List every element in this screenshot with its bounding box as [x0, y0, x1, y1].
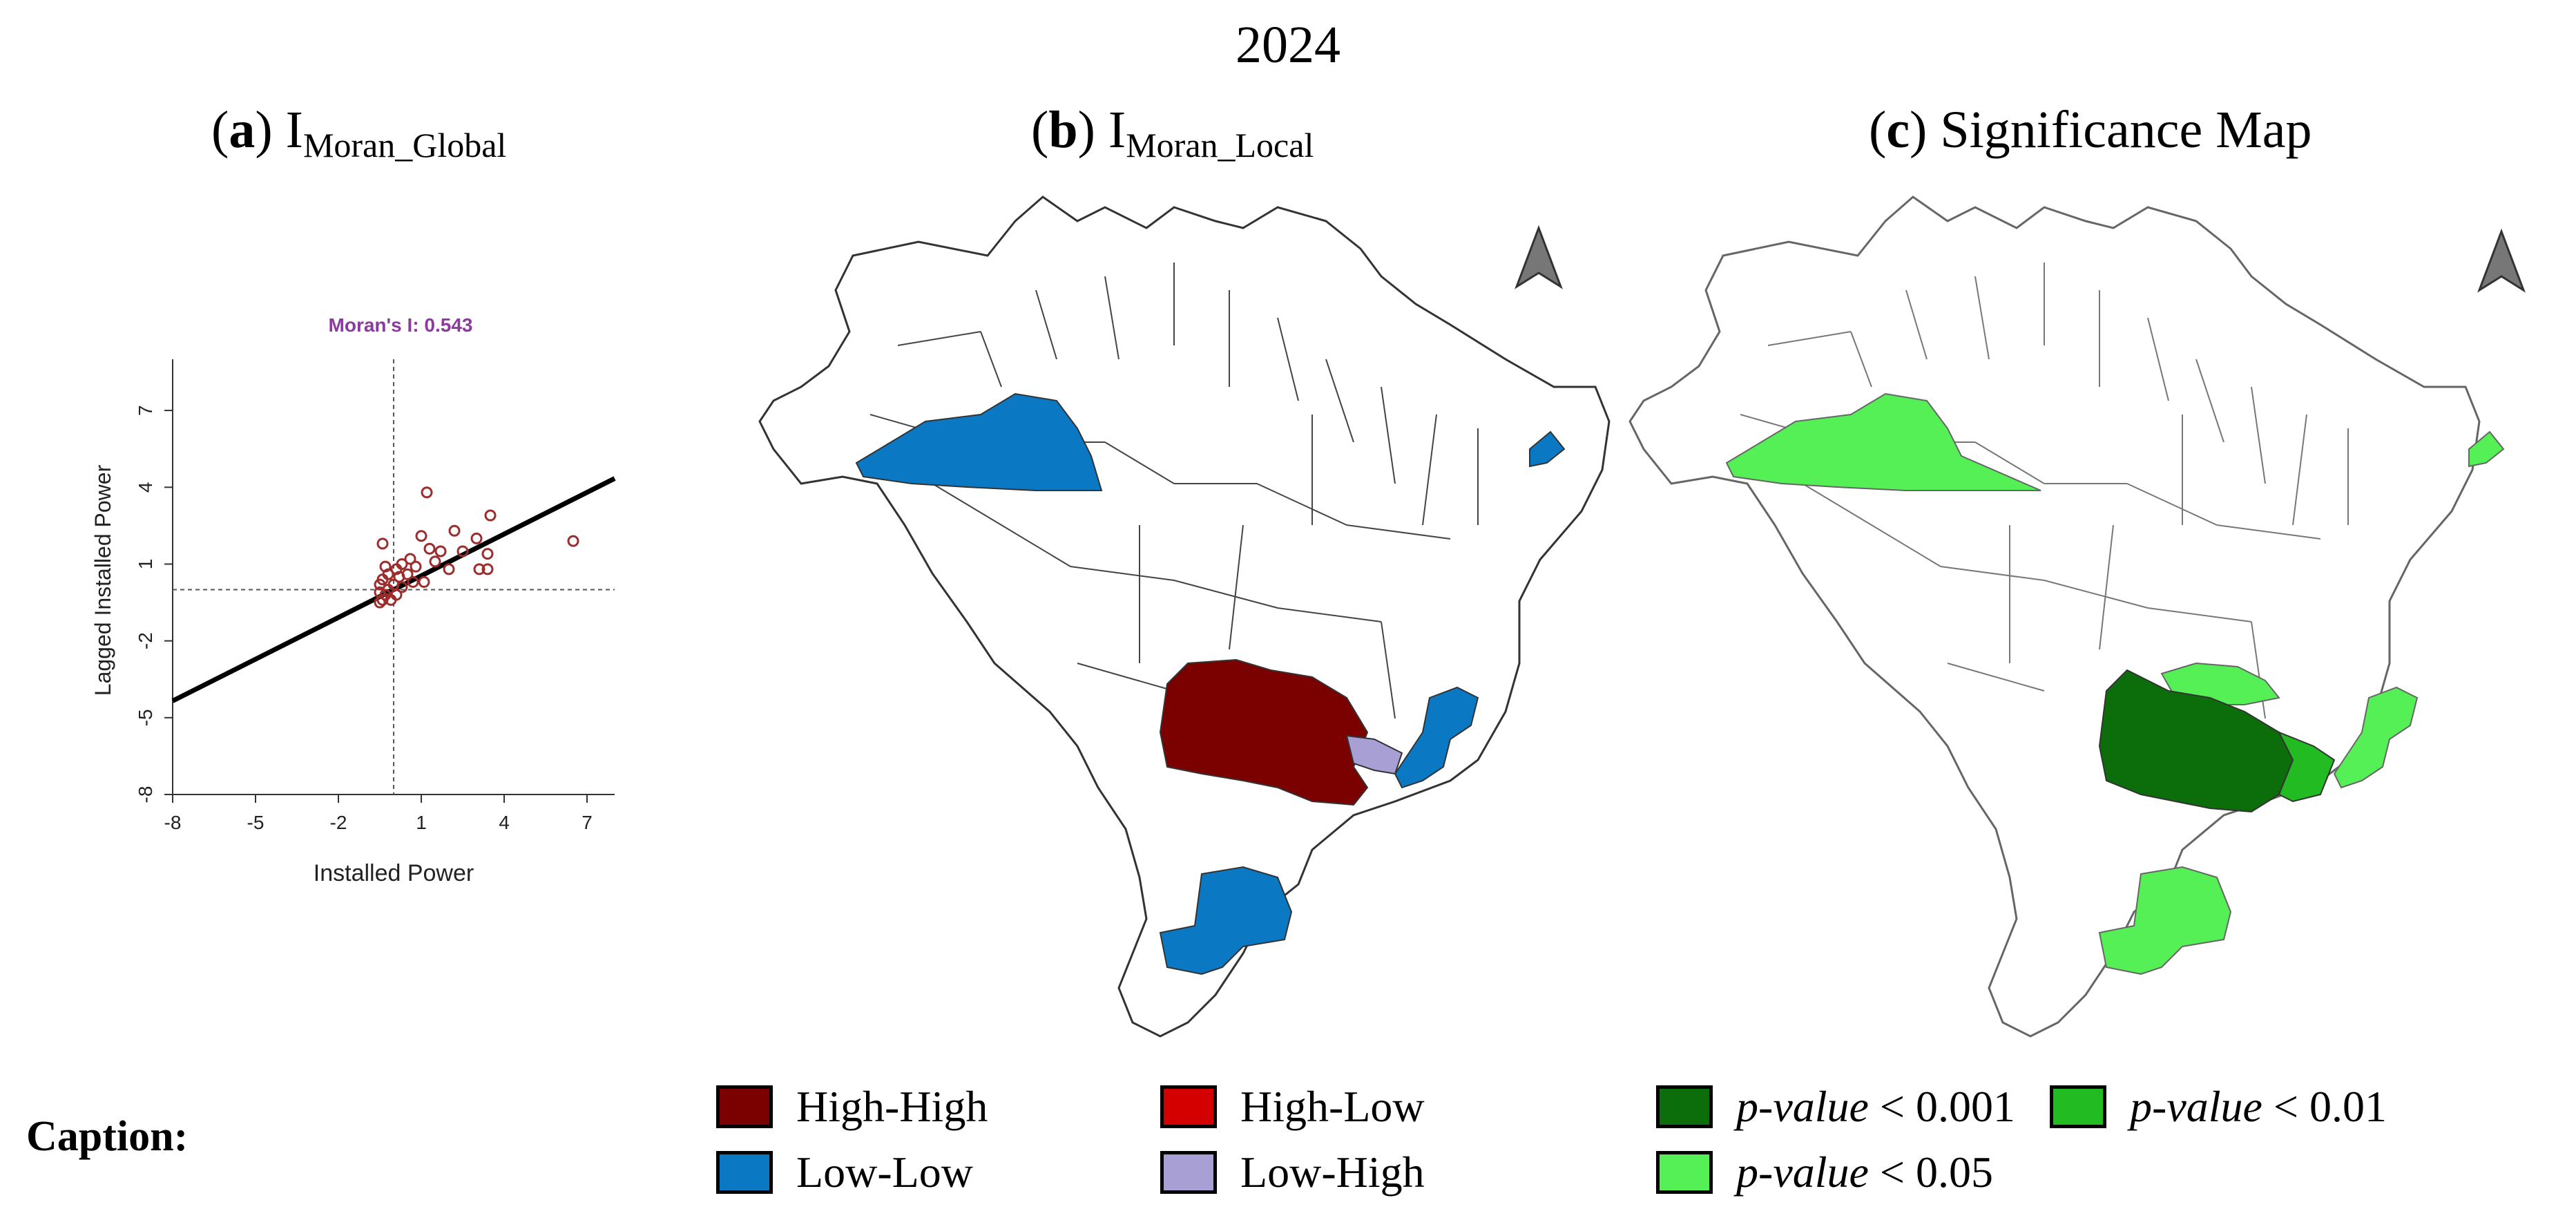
y-tick-label: 7 — [135, 405, 156, 416]
p01-suffix: < 0.01 — [2262, 1082, 2387, 1131]
p01-prefix: p-value — [2130, 1082, 2262, 1131]
sig-p01-region — [2277, 731, 2336, 803]
data-point — [396, 581, 408, 593]
p05-swatch — [1656, 1151, 1713, 1194]
x-tick-label: 4 — [499, 812, 510, 833]
data-point — [385, 593, 397, 606]
y-tick-label: -5 — [135, 709, 156, 726]
y-tick-label: -8 — [135, 786, 156, 803]
data-point — [407, 575, 419, 588]
panel-b-letter: b — [1048, 101, 1078, 159]
data-point — [415, 530, 427, 542]
low-low-region-south — [1159, 866, 1293, 976]
panel-c-title: (c) Significance Map — [1869, 101, 2312, 159]
data-point — [429, 555, 441, 568]
low-high-label: Low-High — [1240, 1148, 1425, 1197]
data-point — [393, 571, 405, 583]
x-tick-label: 7 — [581, 812, 593, 833]
p001-suffix: < 0.001 — [1868, 1082, 2015, 1131]
data-point — [423, 542, 436, 555]
brazil-outline-c — [1628, 196, 2481, 1038]
x-tick-label: -5 — [247, 812, 265, 833]
panel-b-name: I — [1108, 101, 1126, 159]
figure-title: 2024 — [1236, 16, 1340, 74]
legend-low-low: Low-Low — [716, 1147, 973, 1198]
panel-b-title: (b) IMoran_Local — [1031, 101, 1314, 164]
panel-a-subscript: Moran_Global — [302, 126, 507, 164]
p001-prefix: p-value — [1736, 1082, 1869, 1131]
brazil-outline-b — [758, 196, 1611, 1038]
low-high-swatch — [1160, 1151, 1217, 1194]
low-low-region-southeast — [1394, 686, 1479, 789]
data-point — [481, 548, 494, 560]
sig-p05-region-north — [1725, 392, 2041, 491]
north-arrow-c-icon — [2477, 228, 2526, 293]
panel-c-name: Significance Map — [1940, 101, 2312, 159]
legend-p01: p-value < 0.01 — [2050, 1081, 2387, 1132]
p001-swatch — [1656, 1085, 1713, 1128]
y-tick-label: 1 — [135, 559, 156, 570]
legend-low-high: Low-High — [1160, 1147, 1425, 1198]
x-tick-label: -2 — [330, 812, 347, 833]
data-point — [434, 545, 447, 558]
data-point — [418, 575, 430, 588]
high-low-label: High-Low — [1240, 1082, 1425, 1131]
legend-high-high: High-High — [716, 1081, 988, 1132]
panel-a-title: (a) IMoran_Global — [211, 101, 507, 164]
high-high-region — [1159, 658, 1369, 806]
data-point — [410, 560, 422, 573]
low-low-label: Low-Low — [796, 1148, 973, 1197]
x-tick-label: 1 — [416, 812, 427, 833]
y-axis-label: Lagged Installed Power — [90, 464, 115, 696]
sig-p05-region-northeast — [2468, 430, 2505, 468]
data-point — [376, 537, 389, 550]
low-low-swatch — [716, 1151, 773, 1194]
p05-prefix: p-value — [1736, 1148, 1869, 1197]
north-arrow-b-icon — [1515, 225, 1563, 289]
x-tick-label: -8 — [164, 812, 182, 833]
p01-swatch — [2050, 1085, 2106, 1128]
data-point — [481, 563, 494, 575]
data-point — [473, 563, 486, 575]
sig-p05-region-southeast — [2333, 686, 2419, 789]
low-low-region-north — [855, 392, 1103, 491]
y-tick-label: 4 — [135, 482, 156, 493]
data-point — [567, 535, 579, 547]
high-high-label: High-High — [796, 1082, 988, 1131]
panel-b-subscript: Moran_Local — [1126, 126, 1314, 164]
legend-p001: p-value < 0.001 — [1656, 1081, 2015, 1132]
sig-p05-region-south — [2098, 866, 2232, 976]
legend-high-low: High-Low — [1160, 1081, 1425, 1132]
panel-a-letter: a — [229, 101, 256, 159]
panel-c-letter: c — [1886, 101, 1910, 159]
low-low-region-northeast — [1529, 430, 1566, 468]
y-tick-label: -2 — [135, 632, 156, 649]
p05-suffix: < 0.05 — [1868, 1148, 1993, 1197]
plot-title: Moran's I: 0.543 — [329, 314, 473, 336]
panel-a-name: I — [285, 101, 303, 159]
data-point — [448, 524, 461, 537]
data-point — [374, 578, 386, 591]
data-point — [374, 596, 386, 609]
high-high-swatch — [716, 1085, 773, 1128]
data-point — [443, 563, 455, 575]
data-point — [376, 593, 389, 606]
high-low-swatch — [1160, 1085, 1217, 1128]
data-point — [404, 553, 416, 565]
data-point — [484, 509, 497, 522]
data-point — [470, 532, 483, 544]
data-point — [421, 486, 433, 499]
caption-label: Caption: — [26, 1113, 189, 1160]
data-point — [456, 545, 469, 558]
legend-p05: p-value < 0.05 — [1656, 1147, 1993, 1198]
x-axis-label: Installed Power — [314, 860, 474, 886]
